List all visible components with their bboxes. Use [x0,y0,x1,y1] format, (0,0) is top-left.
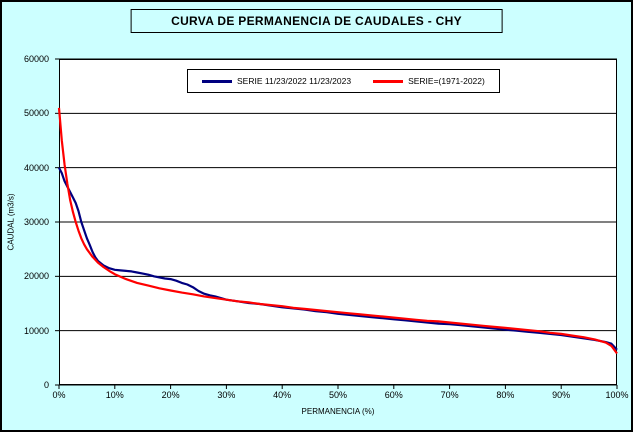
x-axis-tick-label: 0% [52,390,66,400]
x-axis-tick-label: 80% [496,390,515,400]
x-axis-tick-label: 10% [105,390,124,400]
legend-swatch-serie-1971-2022-line [373,79,404,83]
y-axis-tick-label: 0 [43,380,49,390]
x-axis-tick-labels: 0% 10% 20% 30% 40% 50% 60% 70% 80% 90% 100% [52,390,628,402]
x-axis-tick-label: 50% [328,390,347,400]
legend-entry-serie-1971-2022: SERIE=(1971-2022) [373,76,485,86]
legend-entry-serie-2022-2023: SERIE 11/23/2022 11/23/2023 [202,76,351,86]
y-axis-tick-label: 30000 [23,217,49,227]
y-axis-tick-label: 60000 [23,54,49,64]
chart-canvas [55,58,618,389]
x-axis-tick-label: 90% [552,390,571,400]
x-axis-tick-label: 30% [217,390,236,400]
x-axis-tick-label: 40% [273,390,292,400]
y-axis-tick-label: 20000 [23,271,49,282]
x-axis-tick-label: 100% [605,390,629,400]
y-axis-tick-labels: 0 10000 20000 30000 40000 50000 60000 [2,54,55,390]
plot-border [59,59,617,385]
plot-area: SERIE 11/23/2022 11/23/2023 SERIE=(1971-… [55,58,618,389]
series-line-1 [57,107,618,355]
chart-title: CURVA DE PERMANENCIA DE CAUDALES - CHY [130,9,503,33]
legend-label-serie-1971-2022: SERIE=(1971-2022) [408,76,485,86]
x-axis-tick-label: 60% [384,390,403,400]
x-axis-tick-label: 70% [440,390,459,400]
x-axis-tick-label: 20% [161,390,180,400]
legend-swatch-serie-2022-2023-line [202,79,232,83]
y-axis-tick-label: 10000 [23,325,49,336]
y-axis-tick-label: 50000 [23,108,49,119]
x-axis-title: PERMANENCIA (%) [301,407,375,416]
series-line-0 [58,167,618,351]
y-axis-tick-label: 40000 [23,162,49,173]
legend-label-serie-2022-2023: SERIE 11/23/2022 11/23/2023 [237,76,352,86]
legend: SERIE 11/23/2022 11/23/2023 SERIE=(1971-… [187,69,500,93]
